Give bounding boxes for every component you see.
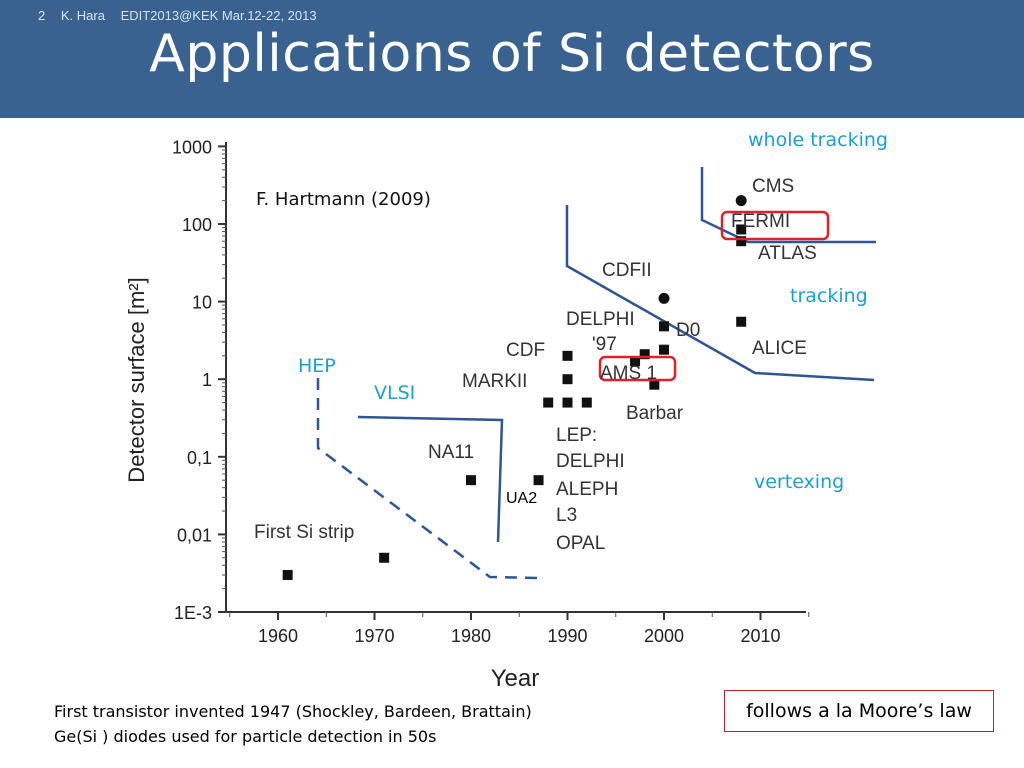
point-label: OPAL — [556, 533, 605, 554]
point-label: '97 — [592, 334, 617, 355]
citation: F. Hartmann (2009) — [256, 189, 431, 210]
point-label: ALICE — [752, 338, 807, 359]
y-axis-label: Detector surface [m²] — [124, 277, 149, 482]
data-point — [649, 379, 660, 390]
data-points — [282, 195, 747, 580]
y-tick-label: 0,1 — [187, 448, 212, 468]
vlsi-boundary — [357, 415, 504, 543]
point-label: AMS 1 — [600, 363, 657, 384]
y-tick-label: 100 — [182, 215, 212, 235]
point-label: L3 — [556, 505, 577, 526]
data-point — [533, 475, 544, 486]
note-diodes: Ge(Si ) diodes used for particle detecti… — [54, 727, 437, 746]
x-tick-label: 2010 — [740, 626, 780, 646]
data-point — [282, 569, 293, 580]
moore-law-box: follows a la Moore’s law — [724, 690, 994, 732]
slide-event: EDIT2013@KEK Mar.12-22, 2013 — [120, 8, 317, 23]
data-point — [562, 374, 573, 385]
data-point — [735, 195, 747, 207]
hep-boundary — [316, 378, 541, 580]
annotation-label: tracking — [790, 285, 868, 307]
slide-title: Applications of Si detectors — [149, 24, 875, 84]
annotation-label: VLSI — [374, 382, 415, 404]
data-point — [736, 236, 747, 247]
data-point — [736, 224, 747, 235]
point-label: LEP: — [556, 425, 597, 446]
point-label: ATLAS — [758, 243, 817, 264]
x-tick-label: 1970 — [354, 626, 394, 646]
point-label: Barbar — [626, 403, 684, 424]
point-label: ALEPH — [556, 479, 618, 500]
point-labels: First Si strip NA11 UA2 MARKII CDF DELPHI '97 C… — [254, 176, 817, 554]
ams1-highlight — [598, 355, 677, 382]
data-point — [562, 397, 573, 408]
point-label: CDFII — [602, 260, 652, 281]
point-label: FERMI — [731, 211, 790, 232]
data-point — [581, 397, 592, 408]
point-label: CMS — [752, 176, 794, 197]
point-label: DELPHI — [566, 309, 635, 330]
point-label: UA2 — [506, 490, 537, 507]
y-tick-label: 1E-3 — [174, 603, 212, 623]
whole-tracking-boundary — [700, 167, 876, 244]
data-point — [562, 350, 573, 361]
annotation-label: whole tracking — [748, 129, 888, 151]
y-tick-label: 1000 — [172, 137, 212, 157]
point-label: First Si strip — [254, 522, 354, 543]
x-tick-label: 2000 — [644, 626, 684, 646]
region-lines — [316, 167, 876, 580]
point-label: D0 — [676, 320, 700, 341]
x-tick-label: 1960 — [258, 626, 298, 646]
data-point — [466, 475, 476, 486]
title-bar: 2 K. Hara EDIT2013@KEK Mar.12-22, 2013 A… — [0, 0, 1024, 118]
tracking-boundary — [565, 205, 875, 382]
data-point — [630, 356, 641, 367]
data-point — [658, 292, 670, 304]
x-tick-label: 1990 — [547, 626, 587, 646]
x-axis-label: Year — [491, 665, 540, 692]
axes: 1000 100 10 1 0,1 0,01 1E-3 1960 1970 1980 1990 200… — [124, 137, 810, 692]
data-point — [736, 316, 747, 327]
slide-author: K. Hara — [60, 8, 105, 23]
point-label: DELPHI — [556, 451, 625, 472]
data-point — [659, 344, 669, 355]
y-tick-label: 1 — [202, 370, 212, 390]
point-label: CDF — [506, 340, 545, 361]
data-point — [659, 321, 669, 332]
slide-meta: 2 K. Hara EDIT2013@KEK Mar.12-22, 2013 — [38, 8, 329, 23]
y-tick-label: 0,01 — [177, 525, 212, 545]
annotation-label: vertexing — [754, 471, 844, 493]
highlight-boxes — [598, 210, 830, 382]
x-tick-label: 1980 — [451, 626, 491, 646]
slide-number: 2 — [38, 8, 46, 23]
point-label: NA11 — [428, 442, 474, 463]
note-transistor: First transistor invented 1947 (Shockley… — [54, 702, 532, 721]
data-point — [379, 552, 390, 563]
annotation-label: HEP — [298, 355, 336, 377]
annotations: whole tracking tracking vertexing HEP VLSI — [298, 129, 888, 493]
y-tick-label: 10 — [192, 293, 212, 313]
data-point — [543, 397, 554, 408]
point-label: MARKII — [462, 371, 527, 392]
fermi-highlight — [720, 210, 830, 241]
data-point — [639, 349, 650, 360]
